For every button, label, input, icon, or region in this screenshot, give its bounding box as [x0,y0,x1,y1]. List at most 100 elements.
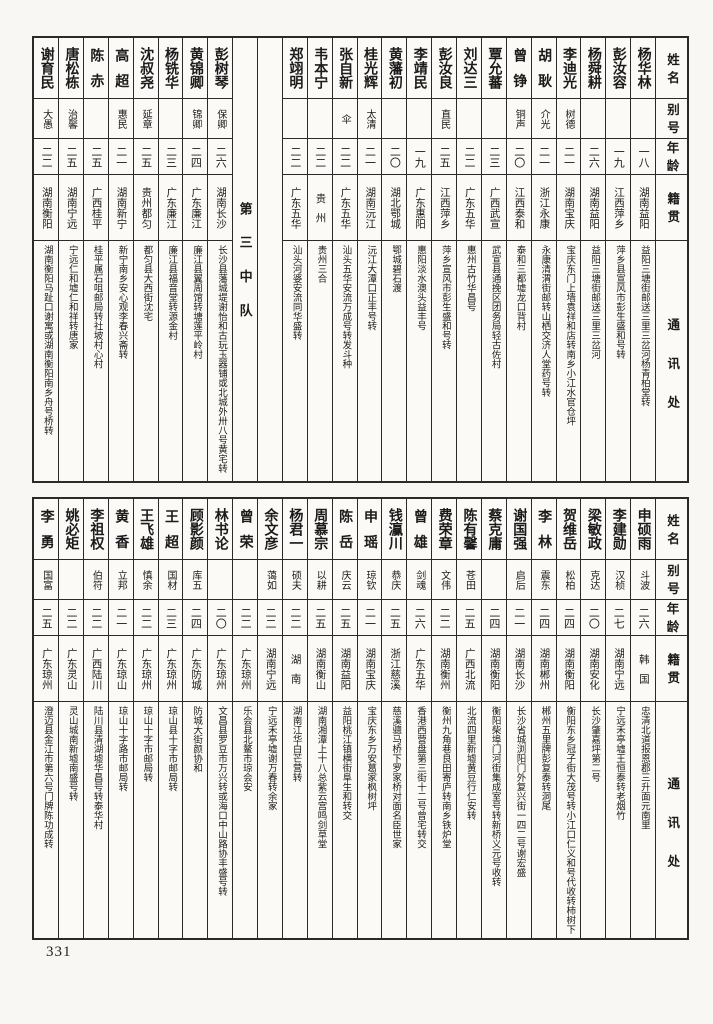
entry-alias: 介光 [531,99,556,139]
section-divider-column: 第三中队 [232,38,257,481]
entry-name: 王飞雄 [133,499,158,560]
entry-address: 汕头五华安流万成号转发斗种 [340,245,351,369]
entry-alias [581,99,606,139]
entry-column: 韦本宁 二二 贵州 贵州三合 [306,38,332,481]
entry-address: 廉江县福音堂转源金村 [166,245,177,340]
entry-alias: 铜声 [506,99,531,139]
entry-native: 湖南宁远 [59,175,83,241]
entry-native: 广东五华 [282,175,307,241]
entry-address: 灵山城南新墟南盛号转 [66,706,77,801]
spacer-column [257,38,282,481]
entry-address: 琼山十字市邮局转 [141,706,152,782]
entry-address: 陆川县清湖墟华昌号转泰华村 [91,706,102,830]
entry-address: 长沙省城浏阳门外复兴街一四二号谢宏盛 [514,706,525,877]
entry-native: 浙江慈溪 [382,636,407,702]
entry-age: 二一 [556,139,581,175]
entry-address: 宝庆东乡万安葛家枫树坪 [365,706,376,811]
entry-address: 防城大街颜协和 [191,706,202,773]
entry-alias: 大愚 [34,99,58,139]
entry-age: 二二 [307,139,332,175]
entry-address: 武宣县通挽区团务局轻古佐村 [489,245,500,369]
entry-alias: 震东 [531,560,556,600]
entry-column: 高超 惠民 二一 湖南新宁 新宁南乡安心观李春兴斋转 [107,38,133,481]
entry-address: 北流四里新墟黄豆行仁安转 [464,706,475,820]
entry-alias [208,560,233,600]
header-native: 籍贯 [656,636,687,702]
entry-age: 二三 [158,600,183,636]
entry-native: 广西桂平 [83,175,108,241]
entry-age: 二二 [282,600,307,636]
entry-name: 曾雄 [407,499,432,560]
entry-native: 湖南衡阳 [34,175,58,241]
entry-native: 广东五华 [457,175,481,241]
entry-alias: 立邦 [108,560,133,600]
header-alias: 别号 [656,99,687,139]
entry-native: 江西泰和 [506,175,531,241]
entry-alias: 慎余 [133,560,158,600]
entry-name: 陈有馨 [457,499,481,560]
entry-name: 杨君一 [282,499,307,560]
entry-age: 二四 [556,600,581,636]
entry-column: 沈叔尧 延章 二五 贵州都匀 都匀县大西街沈宅 [132,38,158,481]
entry-age: 二〇 [208,600,233,636]
entry-column: 费荣章 文伟 二二 湖南衡州 衡州九角巷良田寄庐转南乡铁炉堂 [431,499,456,938]
entry-native: 湖南沅江 [357,175,382,241]
entry-age: 一九 [407,139,432,175]
entry-name: 沈叔尧 [133,38,158,99]
entry-name: 李林 [531,499,556,560]
entry-native: 江西萍乡 [606,175,631,241]
entry-column: 钱灜川 恭庆 二五 浙江慈溪 慈溪骢马桥下罗家桥对面名臣世家 [381,499,407,938]
entry-address: 汕头河婆安流同华盛转 [290,245,301,340]
entry-column: 曾铮 铜声 二〇 江西泰和 泰和三都墟龙口背村 [505,38,531,481]
entry-column: 桂光辉 太清 二一 湖南沅江 沅江大潭口正丰号转 [356,38,382,481]
entry-age: 二〇 [581,600,606,636]
entry-native: 广东琼州 [158,636,183,702]
entry-alias: 锦卿 [183,99,208,139]
entry-native: 贵州 [307,175,332,241]
entry-name: 姚必矩 [59,499,83,560]
entry-native: 广东五华 [332,175,357,241]
entry-native: 广东灵山 [59,636,83,702]
entry-alias [606,99,631,139]
header-address: 通讯处 [665,777,680,894]
entry-alias: 庆云 [332,560,357,600]
entry-native: 湖南衡州 [432,636,456,702]
entry-native: 湖南衡阳 [556,636,581,702]
entry-address: 萍乡县宣风市彭生盛和号转 [613,245,624,359]
entry-alias: 剑魂 [407,560,432,600]
header-native: 籍贯 [656,175,687,241]
entry-name: 彭汝良 [432,38,456,99]
entry-column: 李林 震东 二四 湖南郴州 郴州五里牌彭复泰转洞尾 [530,499,556,938]
entry-address: 澄迈县金江市第六号门牌陈功成转 [41,706,52,849]
entry-column: 蔡克庸 二四 湖南衡阳 衡阳柴埠门河街集成室号转新桥义元号收转 [480,499,506,938]
header-address: 通讯处 [665,318,680,435]
entry-name: 李勇 [34,499,58,560]
entry-age: 二二 [83,600,108,636]
entry-name: 李建勋 [606,499,631,560]
entry-name: 黄藩初 [382,38,407,99]
entry-age: 二四 [481,600,506,636]
entry-name: 杨华林 [631,38,655,99]
entry-age: 二七 [606,600,631,636]
entry-column: 郑翊明 二二 广东五华 汕头河婆安流同华盛转 [281,38,307,481]
entry-age: 二一 [357,139,382,175]
entry-alias [282,99,307,139]
entry-name: 曾荣 [233,499,257,560]
entry-alias [307,99,332,139]
entry-name: 谢育民 [34,38,58,99]
entry-column: 李祖权 伯符 二二 广西陆川 陆川县清湖墟华昌号转泰华村 [82,499,108,938]
entry-name: 顾影颜 [183,499,208,560]
entry-native: 广西武宣 [481,175,506,241]
entry-column: 李建勋 汉桢 二七 湖南宁远 宁远禾亭墟王恒泰转老烟竹 [605,499,631,938]
entry-address: 宁远仁和墟仁和祥转唐家 [66,245,77,350]
entry-alias: 斗波 [631,560,655,600]
entry-native: 广东廉江 [183,175,208,241]
entry-alias: 松柏 [556,560,581,600]
entry-age: 二六 [407,600,432,636]
entry-alias: 库五 [183,560,208,600]
upper-header-column: 姓名 别号 年龄 籍贯 通讯处 [655,38,687,481]
entry-alias: 恭庆 [382,560,407,600]
entry-address: 长沙县藩城堤谢怡和古玩玉器铺或北城外卅八号黄宅转 [215,245,226,473]
entry-native: 湖南宁远 [258,636,282,702]
entry-name: 黄香 [108,499,133,560]
